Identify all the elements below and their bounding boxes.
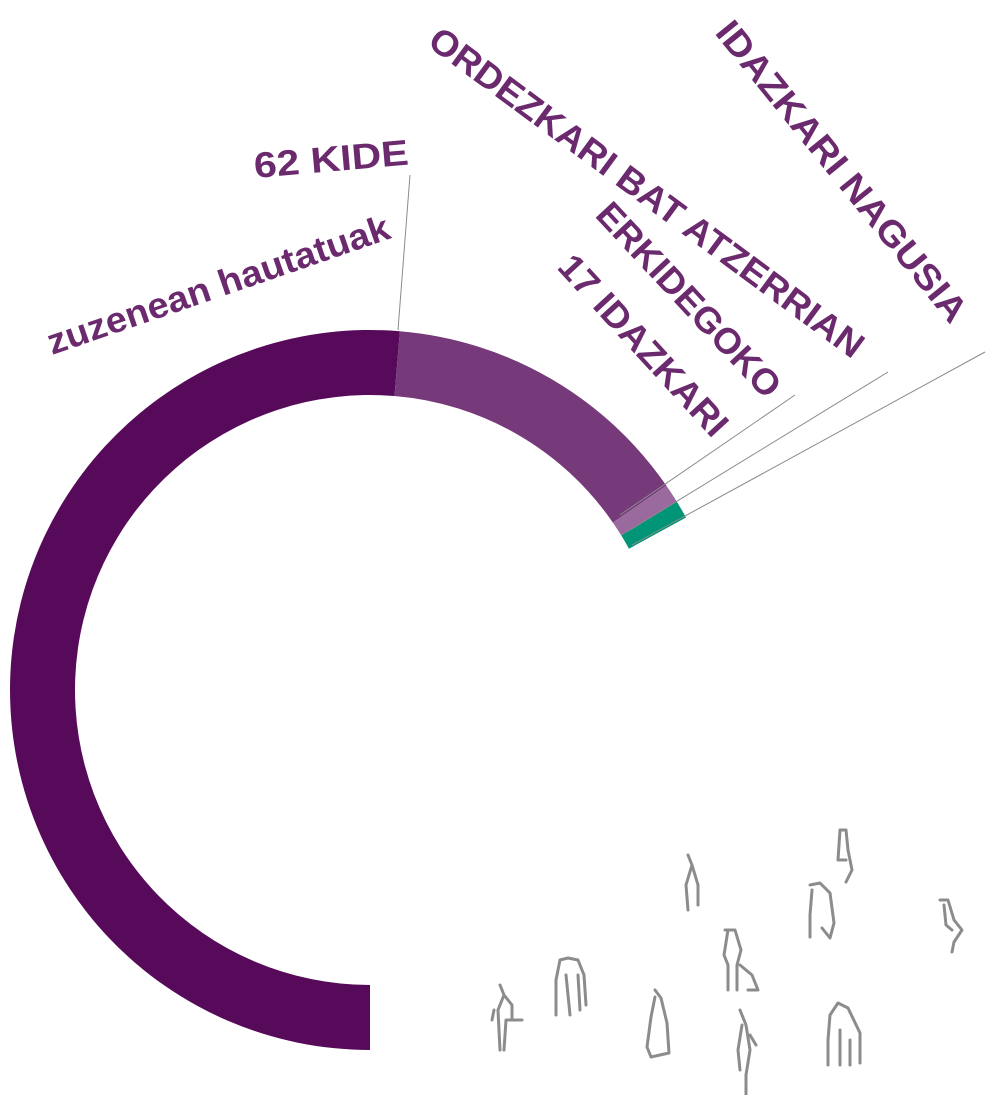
- leader-line: [631, 351, 986, 546]
- donut-segment: [10, 329, 400, 1050]
- segment-label: ORDEZKARI BAT ATZERRIAN: [421, 18, 872, 366]
- leader-line: [629, 371, 889, 531]
- segment-label: 62 KIDE: [252, 132, 410, 186]
- leader-line: [619, 394, 796, 516]
- leader-line: [397, 174, 411, 331]
- donut-segment: [612, 485, 677, 536]
- donut-segment: [621, 501, 687, 549]
- people-doodles: [490, 828, 964, 1095]
- donut-segment: [394, 331, 667, 523]
